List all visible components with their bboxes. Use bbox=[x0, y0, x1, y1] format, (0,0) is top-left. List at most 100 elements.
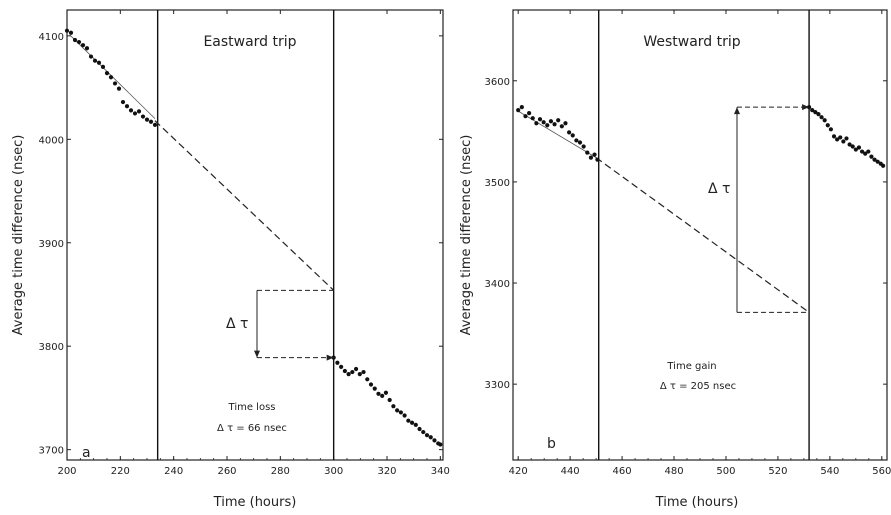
x-tick-label: 440 bbox=[561, 466, 580, 477]
data-point bbox=[387, 397, 392, 403]
data-point bbox=[108, 75, 114, 80]
data-point bbox=[339, 364, 344, 369]
data-point bbox=[380, 393, 385, 398]
data-point bbox=[825, 123, 830, 128]
data-point bbox=[548, 119, 554, 124]
data-point bbox=[406, 418, 411, 423]
data-point bbox=[120, 99, 126, 105]
data-point bbox=[132, 111, 138, 116]
data-point bbox=[853, 147, 858, 152]
data-point bbox=[816, 112, 821, 117]
y-tick-label: 3500 bbox=[485, 178, 510, 189]
data-point bbox=[847, 142, 852, 147]
y-axis-label-a: Average time difference (nsec) bbox=[11, 135, 26, 336]
data-point bbox=[92, 58, 98, 63]
y-tick-label: 3900 bbox=[39, 239, 64, 250]
data-point bbox=[835, 137, 840, 142]
data-point bbox=[346, 372, 351, 377]
result-line1-b: Time gain bbox=[666, 361, 716, 372]
data-points-b bbox=[516, 104, 886, 168]
x-tick-label: 500 bbox=[716, 466, 735, 477]
data-point bbox=[828, 127, 834, 132]
delta-bracket-a bbox=[254, 289, 334, 361]
data-point bbox=[88, 54, 94, 59]
x-tick-label: 540 bbox=[820, 466, 839, 477]
data-point bbox=[813, 110, 818, 115]
data-point bbox=[350, 369, 355, 375]
result-line1-a: Time loss bbox=[228, 402, 276, 413]
data-point bbox=[856, 145, 862, 150]
data-point bbox=[342, 368, 347, 374]
data-point bbox=[881, 163, 886, 168]
x-tick-label: 320 bbox=[377, 466, 396, 477]
x-tick-label: 300 bbox=[324, 466, 343, 477]
data-point bbox=[64, 28, 70, 33]
data-point bbox=[152, 122, 158, 127]
data-point bbox=[541, 120, 546, 125]
data-point bbox=[148, 119, 154, 124]
result-line2-b: Δ τ = 205 nsec bbox=[660, 381, 736, 392]
data-point bbox=[417, 426, 422, 432]
data-point bbox=[144, 117, 150, 122]
data-point bbox=[806, 104, 812, 110]
y-tick-label: 4100 bbox=[39, 32, 64, 43]
data-point bbox=[112, 81, 118, 86]
trip-lines-b bbox=[598, 10, 810, 460]
data-point bbox=[395, 408, 400, 413]
data-point bbox=[563, 121, 568, 126]
delta-arrow-head bbox=[802, 104, 810, 111]
data-point bbox=[432, 438, 437, 443]
y-tick-label: 4000 bbox=[39, 135, 64, 146]
y-tick-label: 3700 bbox=[39, 446, 64, 457]
data-point bbox=[100, 64, 106, 69]
plot-frame-b bbox=[512, 9, 888, 461]
data-point bbox=[368, 382, 374, 387]
data-point bbox=[84, 46, 90, 51]
tick-marks-b: 420 440 460 480 500 520 540 560 3300 3400 3500 3600 bbox=[485, 10, 891, 477]
data-points-a bbox=[64, 28, 443, 447]
trend-fit-line bbox=[517, 110, 597, 158]
data-point bbox=[595, 157, 600, 162]
x-tick-label: 560 bbox=[872, 466, 891, 477]
x-axis-label-b: Time (hours) bbox=[655, 495, 739, 510]
data-point bbox=[552, 122, 557, 127]
delta-arrow-head bbox=[326, 354, 334, 361]
data-point bbox=[585, 150, 590, 155]
data-point bbox=[537, 117, 543, 122]
panel-b: 420 440 460 480 500 520 540 560 3300 3400 3500 3600… bbox=[459, 9, 891, 510]
result-line2-a: Δ τ = 66 nsec bbox=[217, 423, 287, 434]
x-axis-label-a: Time (hours) bbox=[213, 495, 297, 510]
x-tick-label: 220 bbox=[111, 466, 130, 477]
data-point bbox=[398, 410, 403, 415]
data-point bbox=[516, 108, 521, 113]
data-point bbox=[96, 60, 102, 65]
data-point bbox=[810, 108, 815, 113]
data-point bbox=[574, 138, 579, 143]
data-point bbox=[523, 114, 528, 119]
data-point bbox=[68, 30, 74, 35]
data-point bbox=[376, 391, 381, 396]
x-tick-label: 520 bbox=[768, 466, 787, 477]
delta-arrow-head bbox=[254, 350, 260, 358]
data-point bbox=[581, 144, 586, 149]
data-point bbox=[875, 159, 880, 164]
data-point bbox=[104, 71, 110, 76]
data-point bbox=[534, 121, 539, 126]
plot-frame-a bbox=[66, 9, 444, 461]
data-point bbox=[365, 377, 370, 382]
data-point bbox=[559, 124, 564, 129]
data-point bbox=[872, 157, 877, 162]
data-point bbox=[353, 366, 359, 372]
data-point bbox=[72, 37, 78, 43]
data-point bbox=[859, 149, 865, 154]
data-point bbox=[136, 109, 142, 114]
y-tick-label: 3400 bbox=[485, 279, 510, 290]
data-point bbox=[357, 372, 362, 377]
data-point bbox=[592, 152, 597, 157]
x-tick-label: 280 bbox=[271, 466, 290, 477]
x-tick-label: 240 bbox=[164, 466, 183, 477]
data-point bbox=[80, 43, 86, 48]
data-point bbox=[391, 404, 396, 409]
data-point bbox=[372, 386, 377, 391]
